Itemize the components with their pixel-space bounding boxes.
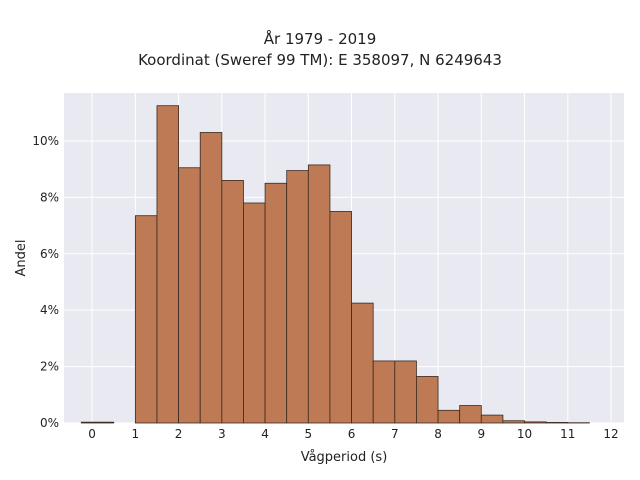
histogram-bar xyxy=(199,132,223,424)
y-tick-label: 4% xyxy=(40,303,59,317)
y-tick-label: 6% xyxy=(40,247,59,261)
y-tick-label: 2% xyxy=(40,360,59,374)
histogram-bar xyxy=(351,302,374,424)
x-tick-label: 9 xyxy=(477,427,485,441)
x-tick-label: 5 xyxy=(305,427,313,441)
bars xyxy=(80,105,590,424)
histogram-bar xyxy=(394,360,417,424)
histogram-bar xyxy=(264,182,288,424)
x-axis-label: Vågperiod (s) xyxy=(301,450,388,465)
x-tick-label: 3 xyxy=(218,427,226,441)
x-tick-label: 4 xyxy=(261,427,269,441)
histogram-bar xyxy=(307,164,331,424)
chart-title: År 1979 - 2019 xyxy=(263,30,377,48)
x-tick-label: 7 xyxy=(391,427,399,441)
histogram-bar xyxy=(437,409,461,424)
histogram-bar xyxy=(80,421,115,424)
x-tick-label: 10 xyxy=(517,427,532,441)
histogram-bar xyxy=(524,421,547,424)
histogram-bar xyxy=(243,202,266,424)
histogram-bar xyxy=(480,414,504,424)
histogram-bar xyxy=(459,405,482,424)
y-tick-labels: 0% 2% 4% 6% 8% 10% xyxy=(32,134,59,430)
x-tick-label: 11 xyxy=(560,427,575,441)
y-tick-label: 0% xyxy=(40,416,59,430)
x-tick-label: 12 xyxy=(603,427,618,441)
x-tick-label: 0 xyxy=(88,427,96,441)
histogram-bar xyxy=(372,360,396,424)
histogram-bar xyxy=(221,180,244,424)
x-tick-label: 1 xyxy=(132,427,140,441)
histogram-bar xyxy=(178,167,201,424)
x-tick-label: 6 xyxy=(348,427,356,441)
x-tick-label: 8 xyxy=(434,427,442,441)
x-tick-label: 2 xyxy=(175,427,183,441)
y-tick-label: 8% xyxy=(40,190,59,204)
histogram-bar xyxy=(286,170,309,424)
histogram-bar xyxy=(502,420,525,424)
histogram-bar xyxy=(416,376,439,424)
y-tick-label: 10% xyxy=(32,134,59,148)
y-axis-label: Andel xyxy=(14,240,29,277)
histogram-bar xyxy=(134,215,158,424)
histogram-bar xyxy=(329,211,352,424)
histogram-bar xyxy=(545,422,569,424)
histogram-bar xyxy=(156,105,179,424)
chart-subtitle: Koordinat (Sweref 99 TM): E 358097, N 62… xyxy=(138,51,502,69)
x-tick-labels: 0 1 2 3 4 5 6 7 8 9 10 11 12 xyxy=(88,427,618,441)
